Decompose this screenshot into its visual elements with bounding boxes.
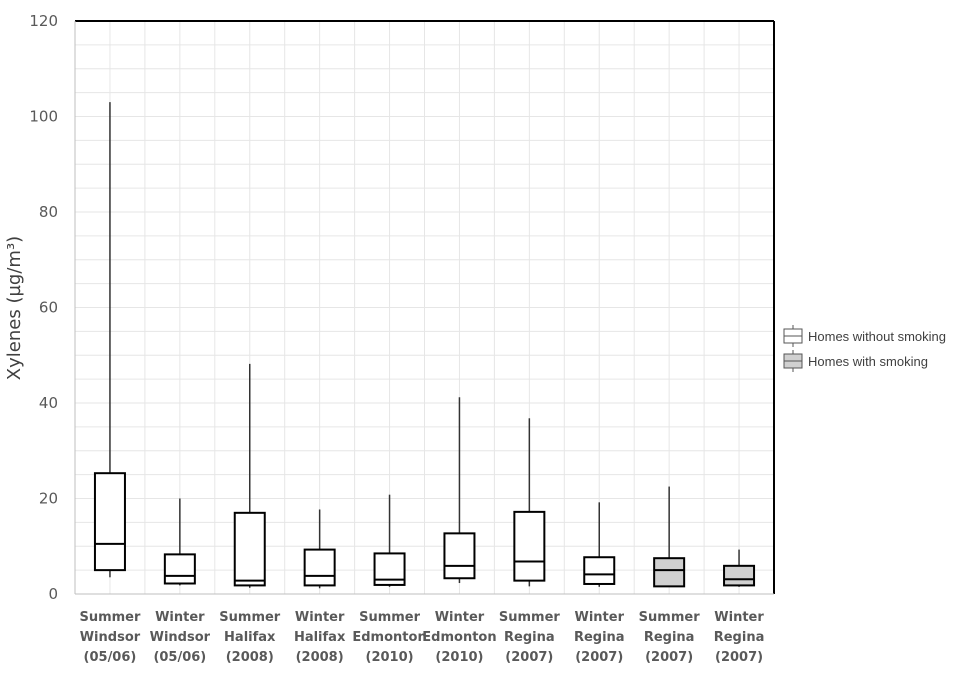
y-axis-ticks: 0 20 40 60 80 100 120 (29, 12, 58, 603)
box-7 (513, 418, 546, 587)
iqr-box (303, 548, 336, 587)
x-tick-label: Summer Edmonton (2010) (352, 610, 426, 665)
legend-label: Homes with smoking (808, 354, 928, 369)
box-2 (163, 498, 196, 586)
iqr-box (163, 553, 196, 585)
box-10 (723, 549, 756, 587)
iqr-box (653, 557, 686, 588)
y-axis-label: Xylenes (µg/m³) (4, 236, 25, 380)
box-8 (583, 502, 616, 587)
box-3 (233, 363, 266, 588)
y-tick-label: 100 (29, 108, 58, 126)
iqr-box (93, 472, 126, 572)
x-tick-label: Winter Regina (2007) (574, 610, 625, 665)
legend-item-1: Homes without smoking (783, 325, 946, 347)
x-tick-label: Summer Regina (2007) (499, 610, 561, 665)
legend-item-2: Homes with smoking (783, 350, 928, 372)
legend-label: Homes without smoking (808, 329, 946, 344)
x-axis-tick-labels: Summer Windsor (05/06)Winter Windsor (05/06)… (79, 610, 764, 665)
x-tick-label: Summer Windsor (05/06) (79, 610, 141, 665)
box-5 (373, 494, 406, 587)
x-tick-label: Summer Regina (2007) (639, 610, 701, 665)
box-4 (303, 509, 336, 589)
x-tick-label: Winter Halifax (2008) (294, 610, 346, 665)
iqr-box (233, 511, 266, 587)
x-tick-label: Winter Windsor (05/06) (150, 610, 211, 665)
y-tick-label: 80 (39, 203, 58, 221)
x-tick-label: Winter Regina (2007) (714, 610, 765, 665)
y-tick-label: 60 (39, 299, 58, 317)
iqr-box (583, 556, 616, 585)
y-tick-label: 0 (48, 585, 58, 603)
iqr-box (443, 532, 476, 580)
plot-frame (74, 20, 775, 595)
y-tick-label: 120 (29, 12, 58, 30)
legend: Homes without smoking Homes with smoking (783, 325, 946, 372)
box-6 (443, 397, 476, 584)
x-tick-label: Winter Edmonton (2010) (422, 610, 496, 665)
iqr-box (513, 510, 546, 582)
y-tick-label: 20 (39, 490, 58, 508)
box-9 (653, 486, 686, 588)
y-tick-label: 40 (39, 394, 58, 412)
boxes (93, 102, 756, 589)
box-1 (93, 102, 126, 578)
x-tick-label: Summer Halifax (2008) (219, 610, 281, 665)
iqr-box (723, 564, 756, 587)
